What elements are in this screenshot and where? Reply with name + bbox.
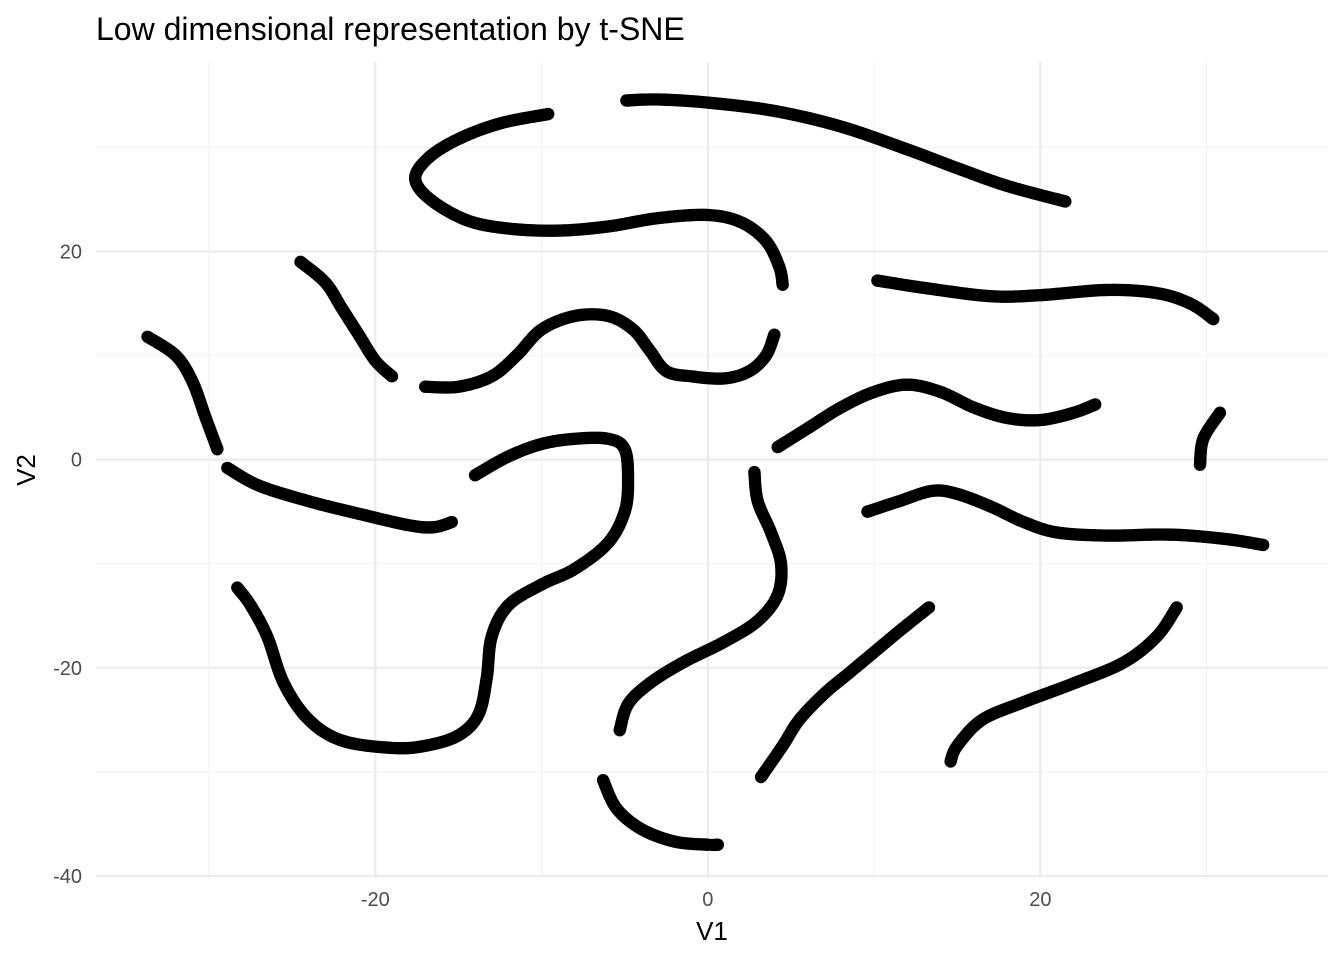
data-point	[1059, 195, 1072, 208]
y-axis-tick-labels: -40 -20 0 20	[53, 241, 82, 887]
x-tick-label: 0	[702, 889, 713, 911]
data-point	[231, 581, 244, 594]
data-point	[776, 278, 789, 291]
data-point	[768, 328, 781, 341]
data-point	[754, 770, 768, 784]
data-point	[1193, 458, 1207, 471]
y-tick-label: 0	[71, 450, 82, 472]
data-point	[1256, 538, 1270, 552]
data-point	[1207, 312, 1220, 326]
chart-title: Low dimensional representation by t-SNE	[96, 11, 685, 47]
x-tick-label: -20	[361, 889, 390, 911]
x-axis-tick-labels: -20 0 20	[361, 889, 1052, 911]
data-point	[385, 370, 399, 383]
data-point	[613, 724, 626, 737]
data-point	[711, 838, 725, 851]
x-tick-label: 20	[1029, 889, 1051, 911]
data-point	[211, 442, 224, 456]
data-point	[1089, 398, 1102, 411]
y-tick-label: -40	[53, 866, 82, 888]
data-point	[944, 755, 957, 768]
y-tick-label: -20	[53, 658, 82, 680]
minor-gridlines	[96, 62, 1328, 878]
data-point	[445, 515, 459, 529]
x-axis-title: V1	[696, 916, 728, 946]
y-tick-label: 20	[60, 241, 82, 263]
y-axis-title: V2	[11, 454, 41, 486]
data-points	[141, 93, 1270, 852]
